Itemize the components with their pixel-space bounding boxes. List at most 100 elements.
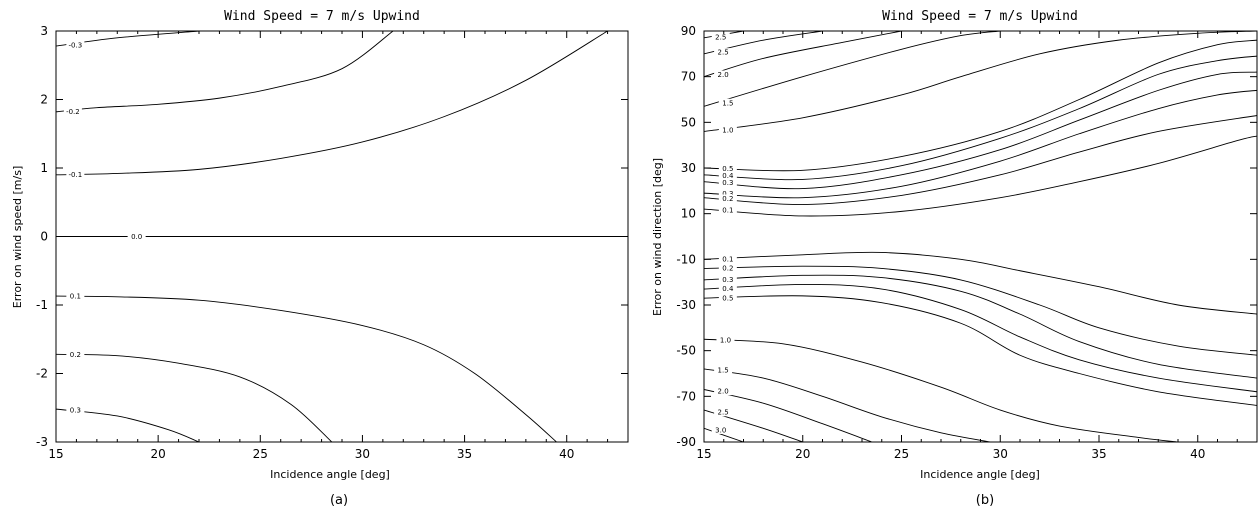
- panel-b-contour-label-bg: [718, 293, 737, 302]
- panel-b-contour-line: [704, 338, 1179, 442]
- panel-b-contour-label: 3.0: [715, 426, 726, 434]
- panel-b-contour-label-bg: [714, 70, 733, 79]
- panel-b-contour-label: 2.5: [718, 49, 729, 57]
- panel-b-x-tick-label: 30: [993, 447, 1008, 461]
- panel-b-x-tick-label: 20: [795, 447, 810, 461]
- panel-a-x-tick-label: 30: [355, 447, 370, 461]
- panel-b-contour-line: [704, 71, 1257, 190]
- panel-b-contour-label: 0.4: [722, 285, 734, 293]
- panel-b-contour-line: [704, 274, 1257, 379]
- panel-b-contour-label-bg: [718, 275, 737, 284]
- panel-b-contour-label-bg: [714, 48, 733, 57]
- panel-a-contour-label: -0.1: [69, 171, 83, 179]
- panel-b-contour-label-bg: [718, 194, 737, 203]
- panel-b-contour-line: [704, 295, 1257, 406]
- panel-a-x-tick-label: 25: [253, 447, 268, 461]
- panel-b-contour-line: [704, 283, 1257, 393]
- panel-b-wind-direction: Wind Speed = 7 m/s Upwind 2.5 2.5 2.0 1.5 1.…: [651, 9, 1258, 508]
- panel-b-contour-line: [704, 31, 1257, 132]
- panel-b-y-tick-label: 70: [681, 70, 696, 84]
- panel-a-y-tick-label: -1: [36, 298, 48, 312]
- panel-b-contour-line: [704, 251, 1257, 315]
- panel-a-caption: (a): [330, 493, 348, 508]
- panel-a-contours: -0.3 -0.2 -0.1 0.0 0.1 0.2 0.3: [56, 31, 628, 442]
- panel-b-contour-label-bg: [714, 408, 733, 417]
- panel-b-axes: 15 20 25 30 35 40 -90 -70 -50 -30 -10 10 30 50 70 90: [676, 24, 1258, 461]
- panel-b-contour-label: 1.0: [720, 336, 731, 344]
- panel-a-contour-label: 0.2: [70, 351, 81, 359]
- panel-b-contour-line: [704, 427, 744, 442]
- panel-b-contour-line: [704, 115, 1257, 205]
- panel-b-x-tick-label: 15: [696, 447, 711, 461]
- panel-a-y-tick-label: 3: [40, 24, 48, 38]
- panel-a-contour-label: -0.2: [66, 108, 80, 116]
- panel-b-contour-label: 0.3: [722, 179, 733, 187]
- panel-b-contour-label-bg: [718, 164, 737, 173]
- panel-a-y-tick-label: -2: [36, 367, 48, 381]
- panel-b-contour-line: [704, 135, 1257, 217]
- panel-b-y-tick-label: -50: [676, 344, 696, 358]
- panel-b-contour-label: 1.0: [722, 126, 733, 134]
- panel-b-x-tick-label: 35: [1091, 447, 1106, 461]
- panel-b-contour-label: 0.5: [722, 294, 733, 302]
- panel-b-contour-label: 0.1: [722, 206, 733, 214]
- panel-b-contour-label: 2.0: [718, 388, 729, 396]
- panel-a-contour-label-bg: [66, 350, 85, 359]
- panel-b-contour-label: 0.2: [722, 265, 733, 273]
- panel-a-y-tick-label: -3: [36, 435, 48, 449]
- panel-a-title: Wind Speed = 7 m/s Upwind: [224, 9, 420, 24]
- panel-a-y-tick-label: 1: [40, 161, 48, 175]
- panel-a-contour-label-bg: [66, 405, 85, 414]
- panel-b-contour-line: [704, 89, 1257, 199]
- panel-b-contour-label: 0.4: [722, 172, 734, 180]
- panel-a-wind-speed: Wind Speed = 7 m/s Upwind -0.3 -0.2 -0.1 0.…: [11, 9, 629, 508]
- panel-b-contour-label-bg: [714, 366, 733, 375]
- panel-b-x-axis-label: Incidence angle [deg]: [920, 468, 1040, 481]
- panel-a-contour-label: 0.0: [131, 233, 142, 241]
- panel-b-contour-label-bg: [718, 125, 737, 134]
- panel-a-x-tick-label: 40: [559, 447, 574, 461]
- panel-b-y-tick-label: -90: [676, 435, 696, 449]
- panel-b-x-tick-label: 25: [894, 447, 909, 461]
- panel-b-contour-label-bg: [718, 178, 737, 187]
- panel-b-contour-label-bg: [718, 189, 737, 198]
- panel-a-contour-label-bg: [66, 170, 85, 179]
- panel-b-caption: (b): [976, 493, 994, 508]
- panel-a-contour-label: 0.1: [70, 293, 81, 301]
- panel-b-contour-label: 0.2: [722, 195, 733, 203]
- panel-a-contour-label-bg: [66, 292, 85, 301]
- panel-b-contour-label-bg: [718, 98, 737, 107]
- panel-b-contour-label: 0.5: [722, 165, 733, 173]
- panel-a-axes: 15 20 25 30 35 40 -3 -2 -1 0 1 2 3: [36, 24, 629, 461]
- panel-b-contour-label-bg: [718, 264, 737, 273]
- panel-b-contour-label-bg: [718, 171, 737, 180]
- panel-b-contour-line: [704, 31, 1001, 107]
- panel-b-x-tick-label: 40: [1190, 447, 1205, 461]
- panel-a-contour-label-bg: [66, 41, 85, 50]
- panel-b-contour-line: [704, 265, 1257, 356]
- panel-a-x-tick-label: 20: [151, 447, 166, 461]
- panel-b-contour-label: 0.3: [722, 190, 733, 198]
- panel-a-contour-line: [56, 31, 394, 113]
- panel-a-contour-label: -0.3: [69, 42, 83, 50]
- panel-b-contour-line: [704, 31, 902, 78]
- panel-b-y-tick-label: 50: [681, 115, 696, 129]
- panel-b-contour-label-bg: [716, 335, 735, 344]
- panel-b-contour-line: [704, 368, 991, 442]
- panel-b-y-axis-label: Error on wind direction [deg]: [651, 158, 664, 316]
- panel-b-y-tick-label: 30: [681, 161, 696, 175]
- panel-a-y-tick-label: 2: [40, 93, 48, 107]
- panel-b-contour-label-bg: [718, 254, 737, 263]
- panel-b-y-tick-label: -10: [676, 252, 696, 266]
- panel-b-title: Wind Speed = 7 m/s Upwind: [882, 9, 1078, 24]
- panel-a-x-tick-label: 35: [457, 447, 472, 461]
- panel-a-y-axis-label: Error on wind speed [m/s]: [11, 166, 24, 308]
- panel-a-y-tick-label: 0: [40, 230, 48, 244]
- panel-a-contour-label: 0.3: [70, 406, 81, 414]
- panel-a-contour-line: [56, 295, 557, 442]
- panel-a-contour-line: [56, 353, 333, 442]
- panel-b-contour-label-bg: [718, 205, 737, 214]
- panel-b-contour-label: 0.1: [722, 255, 733, 263]
- panel-b-contour-label-bg: [718, 284, 737, 293]
